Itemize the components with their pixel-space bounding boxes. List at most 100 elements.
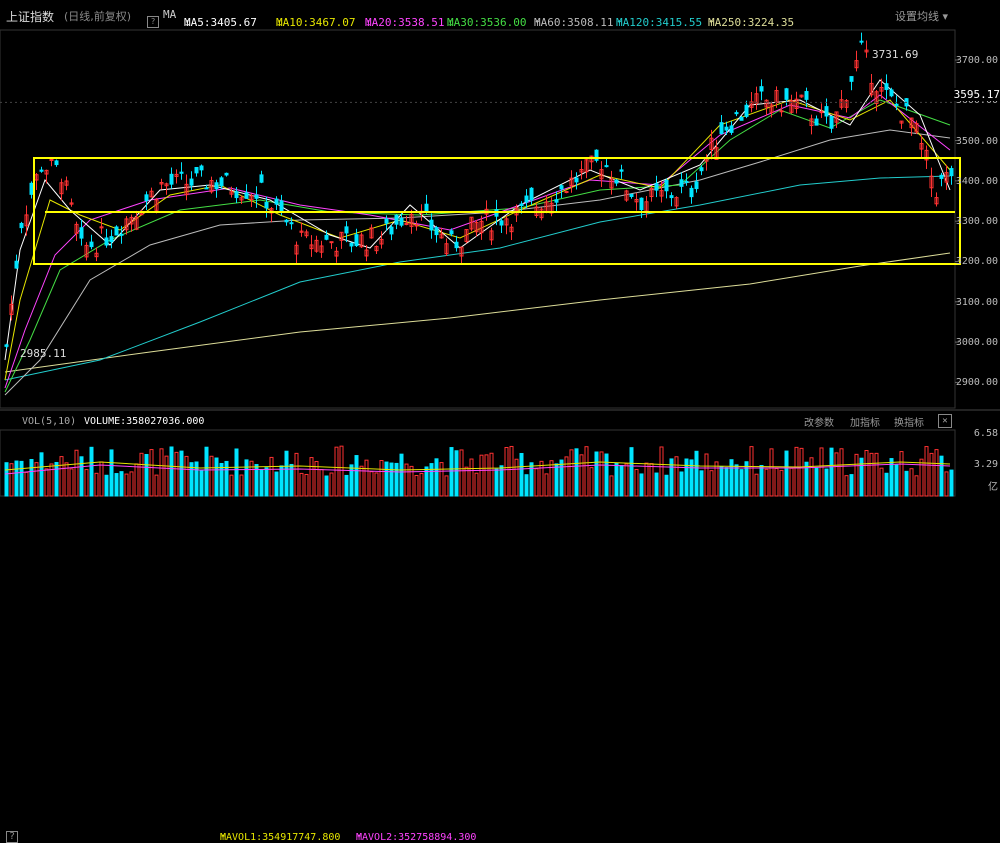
- candle-body: [434, 227, 439, 236]
- volume-bar: [939, 455, 944, 497]
- ma60-line: [4, 129, 951, 396]
- volume-bar: [839, 448, 844, 497]
- volume-bar: [119, 471, 124, 497]
- candle-body: [809, 118, 814, 127]
- volume-bar: [344, 474, 349, 497]
- candle-body: [629, 193, 634, 198]
- volume-bar: [384, 461, 389, 497]
- volume-bar: [729, 459, 734, 497]
- candle-body: [724, 126, 729, 131]
- candle-body: [224, 172, 229, 176]
- volume-bar: [279, 465, 284, 497]
- volume-bar: [244, 459, 249, 497]
- volume-bar: [629, 447, 634, 497]
- ma20-line: [4, 94, 951, 389]
- period-label[interactable]: (日线,前复权): [64, 10, 132, 23]
- volume-bar: [794, 446, 799, 497]
- candle-body: [209, 180, 214, 193]
- volume-bar: [829, 447, 834, 497]
- candle-body: [49, 159, 54, 162]
- candle-body: [894, 103, 899, 106]
- edit-params-button[interactable]: 改参数: [804, 418, 834, 429]
- volume-bar: [469, 458, 474, 497]
- candle-body: [669, 195, 674, 199]
- candle-body: [839, 99, 844, 108]
- volume-bar: [869, 452, 874, 497]
- volume-bar: [44, 468, 49, 497]
- candle-body: [719, 122, 724, 135]
- ma30-line: [4, 99, 951, 393]
- volume-bar: [374, 472, 379, 497]
- volume-bar: [144, 453, 149, 497]
- candle-body: [274, 198, 279, 205]
- candle-body: [934, 197, 939, 205]
- candle-body: [464, 229, 469, 242]
- volume-bar: [914, 475, 919, 497]
- candle-body: [579, 169, 584, 173]
- candle-body: [564, 191, 569, 194]
- candle-body: [64, 180, 69, 186]
- volume-bar: [669, 458, 674, 497]
- close-icon[interactable]: ✕: [938, 414, 952, 428]
- volume-bar: [204, 446, 209, 497]
- candle-body: [394, 214, 399, 225]
- volume-bar: [169, 446, 174, 497]
- candle-body: [204, 187, 209, 190]
- candle-body: [654, 183, 659, 191]
- volume-bar: [449, 447, 454, 497]
- volume-bar: [944, 471, 949, 497]
- volume-bar: [524, 474, 529, 497]
- volume-bar: [789, 467, 794, 497]
- candle-body: [219, 177, 224, 187]
- volume-bar: [804, 461, 809, 497]
- volume-bar: [404, 463, 409, 497]
- volume-bar: [504, 447, 509, 497]
- candle-body: [639, 197, 644, 211]
- vol-label: VOL(5,10): [22, 416, 77, 427]
- volume-bar: [879, 467, 884, 497]
- volume-bar: [224, 460, 229, 497]
- candle-body: [624, 190, 629, 201]
- candle-body: [559, 185, 564, 190]
- volume-bar: [379, 460, 384, 497]
- kline-chart[interactable]: [0, 0, 1000, 498]
- candle-body: [374, 246, 379, 252]
- add-indicator-button[interactable]: 加指标: [850, 418, 880, 429]
- candle-body: [179, 171, 184, 174]
- volume-bar: [594, 451, 599, 497]
- candle-body: [314, 239, 319, 252]
- candle-body: [129, 216, 134, 225]
- ma-settings-button[interactable]: 设置均线 ▾: [894, 10, 948, 23]
- candle-body: [379, 238, 384, 245]
- candle-body: [79, 227, 84, 239]
- volume-bar: [899, 451, 904, 497]
- volume-bar: [209, 455, 214, 497]
- candle-body: [819, 111, 824, 114]
- volume-bar: [59, 456, 64, 497]
- volume-bar: [109, 449, 114, 497]
- volume-bar: [114, 473, 119, 497]
- volume-bar: [809, 457, 814, 497]
- volume-bar: [619, 464, 624, 497]
- price-tick: 3400.00: [955, 176, 998, 187]
- volume-bar: [894, 464, 899, 497]
- candle-body: [324, 234, 329, 240]
- price-tick: 3000.00: [955, 337, 998, 348]
- volume-bar: [54, 461, 59, 497]
- volume-bar: [644, 462, 649, 497]
- candle-body: [189, 178, 194, 186]
- candle-body: [24, 214, 29, 227]
- volume-bar: [194, 461, 199, 497]
- change-indicator-button[interactable]: 换指标: [894, 418, 924, 429]
- volume-bar: [229, 474, 234, 497]
- candle-body: [259, 174, 264, 183]
- volume-bar: [704, 453, 709, 497]
- candle-body: [729, 125, 734, 133]
- price-tick: 3500.00: [955, 136, 998, 147]
- volume-bar: [569, 449, 574, 497]
- candle-body: [114, 226, 119, 236]
- index-title[interactable]: 上证指数: [6, 10, 55, 24]
- volume-bar: [559, 459, 564, 497]
- volume-bar: [284, 450, 289, 497]
- candle-body: [914, 122, 919, 133]
